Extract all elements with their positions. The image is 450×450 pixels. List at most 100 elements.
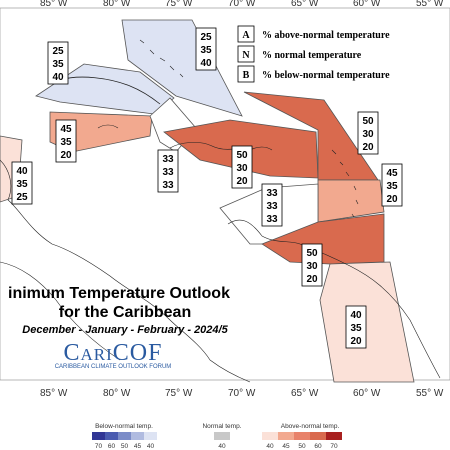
legend-swatch (105, 432, 118, 440)
prob-box-haiti: 33 33 33 (157, 149, 179, 193)
legend-swatch (310, 432, 326, 440)
prob-value: 35 (386, 181, 398, 192)
lon-label: 85° W (40, 0, 68, 9)
map-title-line2: for the Caribbean (58, 304, 192, 321)
key-text-a: % above-normal temperature (262, 30, 390, 41)
prob-value: 33 (266, 188, 278, 199)
region-guianas (319, 261, 415, 383)
prob-value: 50 (362, 116, 374, 127)
legend-swatch (131, 432, 144, 440)
lon-label: 55° W (416, 0, 444, 9)
key-text-n: % normal temperature (262, 50, 362, 61)
prob-value: 35 (52, 59, 64, 70)
prob-value: 35 (16, 179, 28, 190)
prob-value: 45 (386, 168, 398, 179)
prob-value: 40 (16, 166, 28, 177)
prob-value: 30 (236, 163, 248, 174)
legend-tick: 40 (266, 443, 274, 450)
prob-box-windward: 45 35 20 (381, 163, 403, 207)
prob-value: 33 (266, 214, 278, 225)
legend-below-label: Below-normal temp. (95, 423, 153, 430)
prob-value: 20 (236, 176, 248, 187)
prob-value: 20 (362, 142, 374, 153)
lon-label: 80° W (103, 0, 131, 9)
lon-label: 80° W (103, 388, 131, 399)
legend-swatch (214, 432, 230, 440)
prob-box-central-america: 40 35 25 (11, 161, 33, 205)
legend-swatch (326, 432, 342, 440)
legend-tick: 45 (134, 443, 142, 450)
prob-value: 20 (306, 274, 318, 285)
prob-value: 45 (60, 124, 72, 135)
key-letter-a: A (242, 30, 250, 41)
legend-above-swatches (262, 432, 342, 440)
prob-value: 40 (52, 72, 64, 83)
legend-normal-ticks: 40 (218, 443, 226, 450)
logo-subtitle: CARIBBEAN CLIMATE OUTLOOK FORUM (54, 364, 172, 370)
legend-swatch (144, 432, 157, 440)
region-bahamas (121, 19, 243, 117)
lon-label: 85° W (40, 388, 68, 399)
legend-normal-swatches (214, 432, 230, 440)
lon-label: 75° W (165, 0, 193, 9)
prob-value: 33 (162, 167, 174, 178)
prob-box-jamaica: 45 35 20 (55, 119, 77, 163)
legend-tick: 40 (218, 443, 226, 450)
lon-label: 60° W (353, 388, 381, 399)
prob-value: 33 (266, 201, 278, 212)
prob-value: 20 (60, 150, 72, 161)
prob-value: 30 (362, 129, 374, 140)
lon-label: 70° W (228, 0, 256, 9)
legend-tick: 70 (95, 443, 103, 450)
legend-swatch (118, 432, 131, 440)
probability-key: A % above-normal temperature N % normal … (237, 25, 390, 83)
prob-value: 40 (350, 310, 362, 321)
prob-value: 33 (162, 154, 174, 165)
legend-tick: 60 (314, 443, 322, 450)
legend-below-ticks: 70 60 50 45 40 (95, 443, 155, 450)
key-text-b: % below-normal temperature (262, 70, 390, 81)
prob-box-hispaniola-pr: 50 30 20 (231, 145, 253, 189)
legend-above-ticks: 40 45 50 60 70 (266, 443, 338, 450)
legend-tick: 50 (298, 443, 306, 450)
logo-name: CariCOF (63, 340, 163, 366)
lon-label: 70° W (228, 388, 256, 399)
key-letter-b: B (243, 70, 250, 81)
prob-value: 25 (16, 192, 28, 203)
legend-tick: 50 (121, 443, 129, 450)
prob-value: 33 (162, 180, 174, 191)
legend-tick: 60 (108, 443, 116, 450)
map-title-line1: inimum Temperature Outlook (8, 285, 230, 302)
prob-value: 25 (200, 32, 212, 43)
prob-value: 35 (200, 45, 212, 56)
prob-box-leeward: 50 30 20 (357, 111, 379, 155)
prob-box-cuba: 25 35 40 (47, 41, 69, 85)
region-cuba (35, 63, 175, 115)
map-title-period: December - January - February - 2024/5 (22, 324, 228, 336)
legend-swatch (92, 432, 105, 440)
prob-value: 40 (200, 58, 212, 69)
map-frame (0, 7, 450, 381)
legend-swatch (294, 432, 310, 440)
prob-box-bahamas: 25 35 40 (195, 27, 217, 71)
lon-label: 75° W (165, 388, 193, 399)
legend-swatch (262, 432, 278, 440)
caricof-logo: CariCOF CARIBBEAN CLIMATE OUTLOOK FORUM (38, 340, 188, 370)
color-legend: Below-normal temp. 70 60 50 45 40 Normal tem… (92, 423, 342, 450)
legend-tick: 40 (147, 443, 155, 450)
prob-value: 35 (350, 323, 362, 334)
lon-label: 55° W (416, 388, 444, 399)
longitude-axis-top: 85° W 80° W 75° W 70° W 65° W 60° W 55° … (40, 0, 444, 9)
prob-boxes: 25 35 40 25 35 40 45 35 20 33 33 33 50 3… (11, 27, 403, 349)
prob-value: 25 (52, 46, 64, 57)
prob-value: 50 (306, 248, 318, 259)
lon-label: 65° W (291, 388, 319, 399)
legend-below-swatches (92, 432, 157, 440)
legend-normal-label: Normal temp. (202, 423, 241, 430)
prob-box-guianas: 40 35 20 (345, 305, 367, 349)
coastlines (0, 39, 441, 383)
prob-box-caribbean-sea: 33 33 33 (261, 183, 283, 227)
prob-value: 35 (60, 137, 72, 148)
legend-above-label: Above-normal temp. (281, 423, 340, 430)
